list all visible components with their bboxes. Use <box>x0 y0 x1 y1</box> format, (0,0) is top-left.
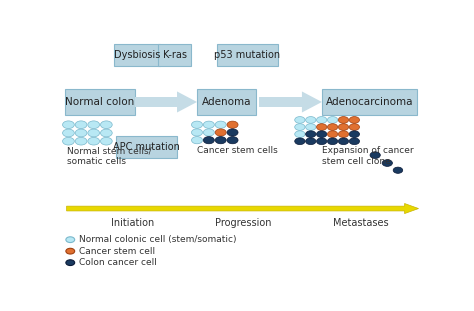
FancyBboxPatch shape <box>116 136 177 158</box>
Circle shape <box>328 124 337 130</box>
Circle shape <box>88 137 100 145</box>
Circle shape <box>88 129 100 137</box>
Circle shape <box>100 121 112 128</box>
Circle shape <box>349 131 359 137</box>
Circle shape <box>317 117 327 123</box>
Text: Cancer stem cells: Cancer stem cells <box>197 146 278 155</box>
Circle shape <box>295 117 305 123</box>
Polygon shape <box>302 91 322 113</box>
Circle shape <box>203 129 214 136</box>
FancyBboxPatch shape <box>158 44 191 66</box>
Circle shape <box>63 121 74 128</box>
Circle shape <box>203 137 214 144</box>
Circle shape <box>338 124 348 130</box>
FancyBboxPatch shape <box>65 89 135 115</box>
Circle shape <box>203 121 214 128</box>
Polygon shape <box>259 97 302 107</box>
Circle shape <box>306 138 316 145</box>
Circle shape <box>215 121 226 128</box>
Circle shape <box>328 131 337 137</box>
Circle shape <box>338 117 348 123</box>
Polygon shape <box>177 91 197 113</box>
Circle shape <box>88 121 100 128</box>
Circle shape <box>317 131 327 137</box>
Text: Adenoma: Adenoma <box>201 97 251 107</box>
Circle shape <box>75 137 87 145</box>
Text: Cancer stem cell: Cancer stem cell <box>80 247 155 256</box>
Circle shape <box>349 124 359 130</box>
Circle shape <box>338 138 348 145</box>
Circle shape <box>75 121 87 128</box>
Circle shape <box>306 131 316 137</box>
FancyArrow shape <box>66 203 419 214</box>
Circle shape <box>227 129 238 136</box>
Polygon shape <box>135 97 177 107</box>
Circle shape <box>295 138 305 145</box>
Text: Normal colon: Normal colon <box>65 97 134 107</box>
Circle shape <box>75 129 87 137</box>
Circle shape <box>100 137 112 145</box>
Circle shape <box>306 117 316 123</box>
Text: APC mutation: APC mutation <box>113 142 180 152</box>
Circle shape <box>63 129 74 137</box>
Circle shape <box>63 137 74 145</box>
Text: K-ras: K-ras <box>163 50 187 60</box>
Circle shape <box>306 124 316 130</box>
Circle shape <box>317 124 327 130</box>
Circle shape <box>328 117 337 123</box>
Circle shape <box>328 138 337 145</box>
Circle shape <box>191 121 202 128</box>
Text: Metastases: Metastases <box>333 218 388 228</box>
Circle shape <box>349 117 359 123</box>
Text: Expansion of cancer
stem cell clone: Expansion of cancer stem cell clone <box>322 146 413 166</box>
Circle shape <box>191 137 202 144</box>
FancyBboxPatch shape <box>114 44 160 66</box>
Circle shape <box>227 137 238 144</box>
Circle shape <box>382 160 392 166</box>
FancyBboxPatch shape <box>322 89 418 115</box>
Text: Dysbiosis: Dysbiosis <box>114 50 161 60</box>
Circle shape <box>295 124 305 130</box>
Text: Colon cancer cell: Colon cancer cell <box>80 258 157 267</box>
Circle shape <box>227 121 238 128</box>
Circle shape <box>215 137 226 144</box>
Circle shape <box>295 131 305 137</box>
Circle shape <box>370 152 380 159</box>
Circle shape <box>338 131 348 137</box>
Circle shape <box>215 129 226 136</box>
Circle shape <box>66 248 75 254</box>
Text: Normal stem cells/
somatic cells: Normal stem cells/ somatic cells <box>66 146 151 166</box>
Circle shape <box>349 138 359 145</box>
Text: Adenocarcinoma: Adenocarcinoma <box>326 97 413 107</box>
Circle shape <box>393 167 403 173</box>
Circle shape <box>66 237 75 243</box>
Circle shape <box>317 138 327 145</box>
Circle shape <box>66 260 75 266</box>
Text: Initiation: Initiation <box>111 218 155 228</box>
Text: p53 mutation: p53 mutation <box>214 50 281 60</box>
Text: Normal colonic cell (stem/somatic): Normal colonic cell (stem/somatic) <box>80 235 237 244</box>
FancyBboxPatch shape <box>217 44 278 66</box>
FancyBboxPatch shape <box>197 89 256 115</box>
Text: Progression: Progression <box>215 218 271 228</box>
Circle shape <box>100 129 112 137</box>
Circle shape <box>191 129 202 136</box>
